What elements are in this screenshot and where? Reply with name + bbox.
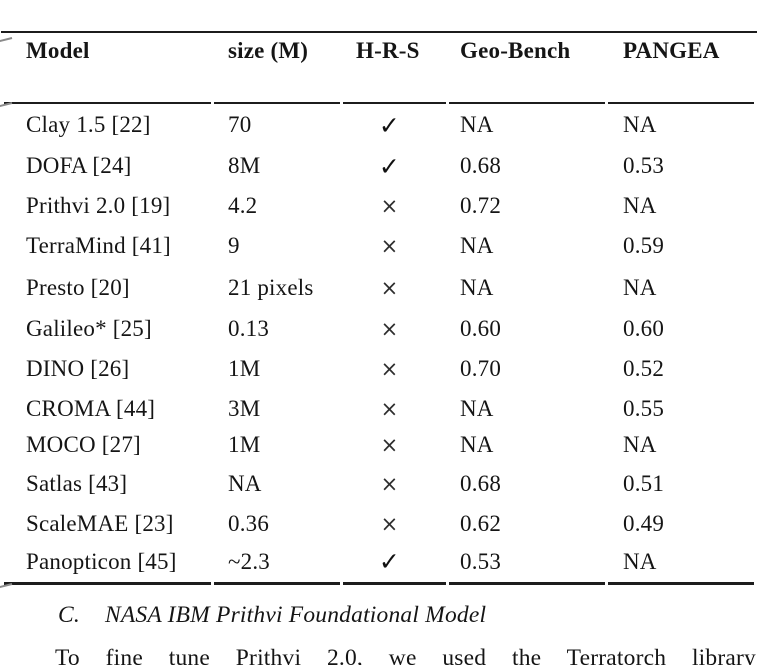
column-header-hrs: H-R-S bbox=[343, 33, 446, 104]
hrs-symbol-cell: × bbox=[343, 428, 446, 461]
check-icon: ✓ bbox=[378, 547, 401, 576]
table-row: Presto [20] 21 pixels × NA NA bbox=[4, 266, 754, 310]
pangea-score-cell: NA bbox=[623, 193, 657, 218]
model-name-cell: DINO [26] bbox=[26, 355, 130, 381]
model-size-cell: 3M bbox=[228, 396, 261, 421]
cross-icon: × bbox=[380, 356, 399, 381]
model-size-cell: 4.2 bbox=[228, 193, 258, 218]
model-name-cell: ScaleMAE [23] bbox=[26, 511, 174, 536]
table-row: DOFA [24] 8M ✓ 0.68 0.53 bbox=[4, 146, 754, 186]
model-name-cell: Satlas [43] bbox=[26, 471, 128, 496]
model-name-cell: Clay 1.5 [22] bbox=[26, 112, 151, 137]
benchmark-table: Model size (M) H-R-S Geo-Bench PANGEA Cl… bbox=[1, 31, 757, 585]
model-size-cell: 70 bbox=[228, 112, 252, 137]
pangea-score-cell: NA bbox=[623, 431, 657, 457]
hrs-symbol-cell: × bbox=[343, 347, 446, 390]
pangea-score-cell: NA bbox=[623, 275, 657, 300]
model-name-cell: TerraMind [41] bbox=[26, 233, 171, 258]
geobench-score-cell: 0.70 bbox=[460, 355, 502, 381]
section-heading: C. NASA IBM Prithvi Foundational Model bbox=[58, 602, 758, 629]
hrs-symbol-cell: × bbox=[343, 310, 446, 347]
table-header: Model size (M) H-R-S Geo-Bench PANGEA bbox=[4, 33, 754, 104]
model-name-cell: Galileo* [25] bbox=[26, 315, 152, 341]
model-size-cell: ~2.3 bbox=[214, 541, 340, 585]
model-size-cell: 1M bbox=[228, 431, 261, 457]
geobench-score-cell: 0.62 bbox=[460, 511, 502, 536]
pangea-score-cell: 0.60 bbox=[623, 315, 665, 341]
model-size-cell: NA bbox=[228, 471, 262, 496]
column-header-pangea: PANGEA bbox=[608, 33, 754, 104]
geobench-score-cell: NA bbox=[460, 396, 494, 421]
geobench-score-cell: 0.68 bbox=[460, 471, 502, 496]
hrs-symbol-cell: ✓ bbox=[343, 541, 446, 585]
pangea-score-cell: 0.53 bbox=[623, 153, 665, 178]
hrs-symbol-cell: × bbox=[343, 226, 446, 266]
pangea-score-cell: NA bbox=[623, 112, 657, 137]
table-row: TerraMind [41] 9 × NA 0.59 bbox=[4, 226, 754, 266]
model-name-cell: Panopticon [45] bbox=[4, 541, 211, 585]
body-paragraph: To fine tune Prithvi 2.0, we used the Te… bbox=[55, 645, 756, 665]
hrs-symbol-cell: ✓ bbox=[343, 104, 446, 146]
table-row: DINO [26] 1M × 0.70 0.52 bbox=[4, 347, 754, 390]
table-body: Clay 1.5 [22] 70 ✓ NA NA DOFA [24] 8M ✓ … bbox=[4, 104, 754, 585]
model-name-cell: DOFA [24] bbox=[26, 153, 132, 178]
check-icon: ✓ bbox=[378, 151, 401, 181]
cross-icon: × bbox=[380, 316, 399, 341]
table-row: Panopticon [45] ~2.3 ✓ 0.53 NA bbox=[4, 541, 754, 585]
geobench-score-cell: NA bbox=[460, 112, 494, 137]
column-header-size: size (M) bbox=[214, 33, 340, 104]
table-row: Prithvi 2.0 [19] 4.2 × 0.72 NA bbox=[4, 186, 754, 226]
cross-icon: × bbox=[380, 194, 399, 218]
model-name-cell: CROMA [44] bbox=[26, 396, 156, 421]
pangea-score-cell: NA bbox=[608, 541, 754, 585]
geobench-score-cell: 0.68 bbox=[460, 153, 502, 178]
geobench-score-cell: NA bbox=[460, 431, 494, 457]
table-row: Satlas [43] NA × 0.68 0.51 bbox=[4, 461, 754, 507]
table-row: ScaleMAE [23] 0.36 × 0.62 0.49 bbox=[4, 507, 754, 541]
cross-icon: × bbox=[380, 472, 399, 496]
hrs-symbol-cell: × bbox=[343, 390, 446, 428]
pangea-score-cell: 0.52 bbox=[623, 355, 665, 381]
model-size-cell: 9 bbox=[228, 233, 240, 258]
table-row: CROMA [44] 3M × NA 0.55 bbox=[4, 390, 754, 428]
model-size-cell: 0.13 bbox=[228, 315, 270, 341]
pangea-score-cell: 0.59 bbox=[623, 233, 665, 258]
section-title: NASA IBM Prithvi Foundational Model bbox=[105, 602, 487, 628]
cross-icon: × bbox=[380, 432, 399, 457]
hrs-symbol-cell: × bbox=[343, 186, 446, 226]
model-name-cell: Presto [20] bbox=[26, 275, 130, 300]
geobench-score-cell: 0.60 bbox=[460, 315, 502, 341]
model-size-cell: 1M bbox=[228, 355, 261, 381]
hrs-symbol-cell: × bbox=[343, 266, 446, 310]
column-header-geobench: Geo-Bench bbox=[449, 33, 605, 104]
model-size-cell: 21 pixels bbox=[228, 275, 314, 300]
model-name-cell: MOCO [27] bbox=[26, 431, 141, 457]
table-row: Clay 1.5 [22] 70 ✓ NA NA bbox=[4, 104, 754, 146]
check-icon: ✓ bbox=[378, 110, 401, 140]
cross-icon: × bbox=[380, 234, 399, 258]
header-row: Model size (M) H-R-S Geo-Bench PANGEA bbox=[4, 33, 754, 104]
geobench-score-cell: NA bbox=[460, 275, 494, 300]
pangea-score-cell: 0.49 bbox=[623, 511, 665, 536]
model-size-cell: 0.36 bbox=[228, 511, 270, 536]
column-header-model: Model bbox=[4, 33, 211, 104]
table-row: MOCO [27] 1M × NA NA bbox=[4, 428, 754, 461]
cross-icon: × bbox=[380, 276, 399, 300]
geobench-score-cell: 0.53 bbox=[449, 541, 605, 585]
model-name-cell: Prithvi 2.0 [19] bbox=[26, 193, 171, 218]
geobench-score-cell: 0.72 bbox=[460, 193, 502, 218]
hrs-symbol-cell: × bbox=[343, 461, 446, 507]
geobench-score-cell: NA bbox=[460, 233, 494, 258]
pangea-score-cell: 0.51 bbox=[623, 471, 665, 496]
pangea-score-cell: 0.55 bbox=[623, 396, 665, 421]
hrs-symbol-cell: ✓ bbox=[343, 146, 446, 186]
cross-icon: × bbox=[380, 397, 399, 421]
model-size-cell: 8M bbox=[228, 153, 261, 178]
table-row: Galileo* [25] 0.13 × 0.60 0.60 bbox=[4, 310, 754, 347]
hrs-symbol-cell: × bbox=[343, 507, 446, 541]
cross-icon: × bbox=[380, 512, 399, 536]
section-label: C. bbox=[58, 602, 80, 628]
